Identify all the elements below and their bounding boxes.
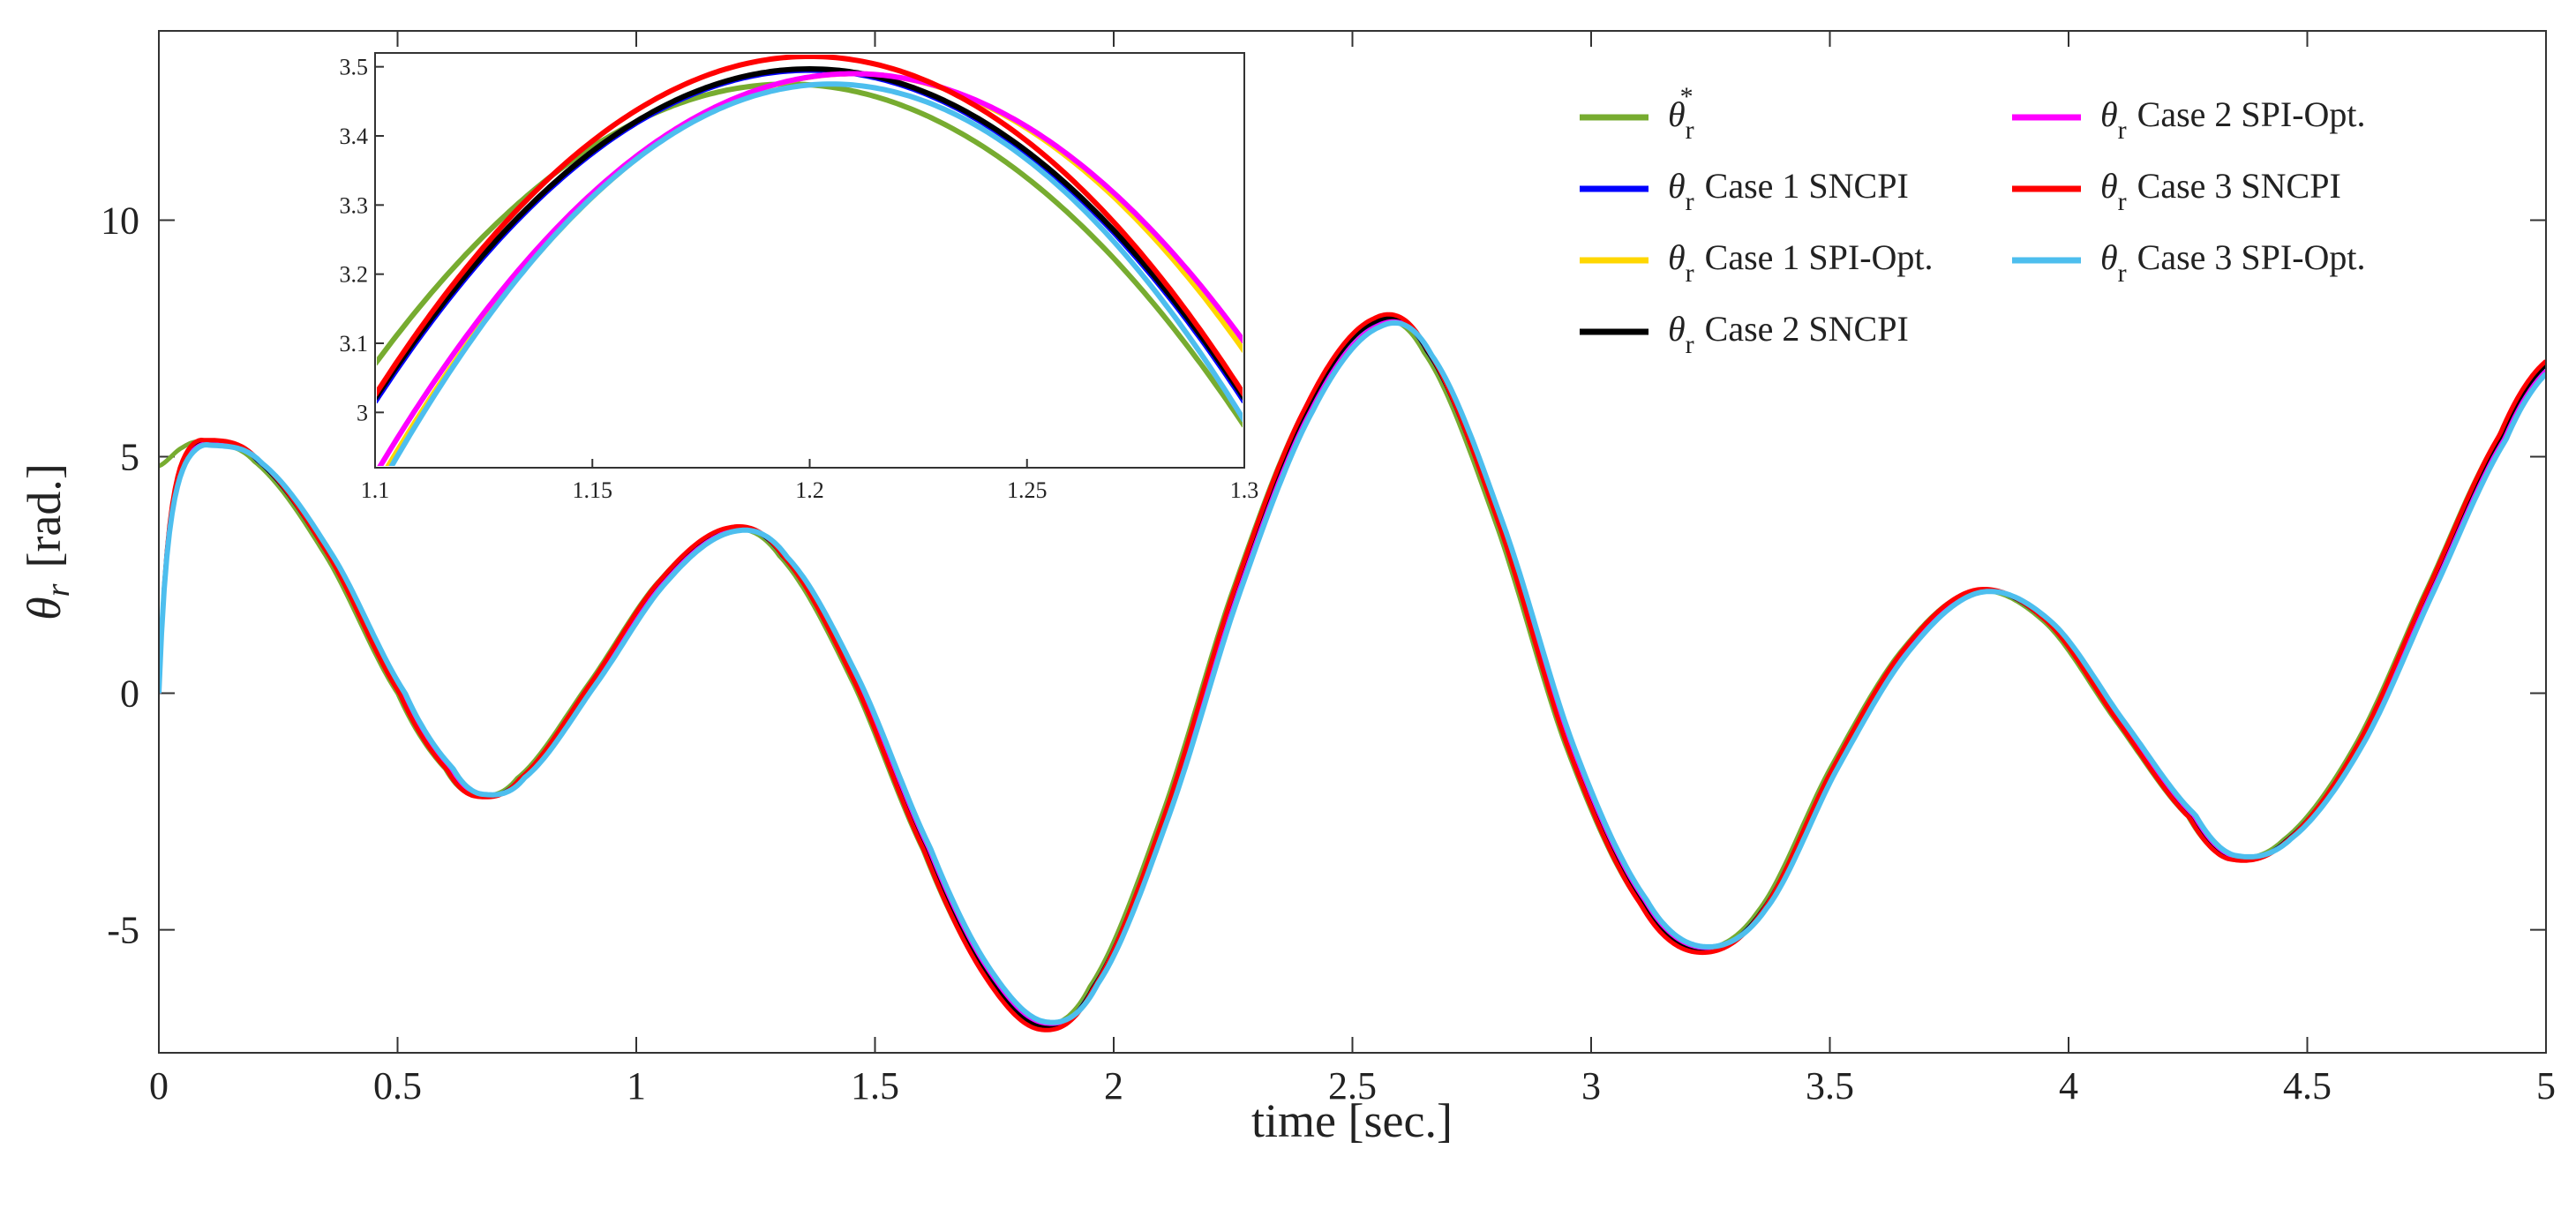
inset-series-line-case3_spi_opt bbox=[388, 81, 1243, 466]
legend-label: θr Case 3 SPI-Opt. bbox=[2100, 237, 2366, 288]
x-tick-label: 1 bbox=[627, 1064, 646, 1108]
legend-label: θr Case 3 SNCPI bbox=[2100, 166, 2341, 216]
inset-y-ticks: 3 3.1 3.2 3.3 3.4 3.5 bbox=[340, 55, 384, 425]
x-tick-label: 1.5 bbox=[851, 1064, 899, 1108]
y-axis-label: θr[rad.] bbox=[18, 463, 77, 620]
x-axis-label: time [sec.] bbox=[1251, 1094, 1453, 1147]
inset-x-tick-label: 1.3 bbox=[1230, 477, 1259, 503]
inset-x-ticks: 1.1 1.15 1.2 1.25 1.3 bbox=[361, 459, 1259, 503]
y-tick-label: 5 bbox=[120, 436, 139, 479]
inset-y-tick-label: 3 bbox=[357, 400, 368, 425]
y-tick-label: 10 bbox=[101, 199, 139, 242]
main-series-line-case3_sncpi bbox=[160, 312, 2545, 1033]
x-tick-label: 3.5 bbox=[1806, 1064, 1854, 1108]
inset-y-tick-label: 3.1 bbox=[340, 331, 369, 357]
inset-x-tick-label: 1.15 bbox=[573, 477, 613, 503]
legend-label: θr Case 1 SNCPI bbox=[1668, 166, 1909, 216]
inset-y-tick-label: 3.2 bbox=[340, 262, 369, 288]
inset-x-tick-label: 1.2 bbox=[795, 477, 824, 503]
legend-label: θr Case 2 SPI-Opt. bbox=[2100, 94, 2366, 145]
inset-y-tick-label: 3.3 bbox=[340, 192, 369, 218]
svg-text:θr[rad.]: θr[rad.] bbox=[18, 463, 77, 620]
legend-label: θr Case 1 SPI-Opt. bbox=[1668, 237, 1934, 288]
x-tick-label: 4 bbox=[2059, 1064, 2078, 1108]
inset-series-line-case2_spi_opt bbox=[377, 71, 1243, 466]
legend-item-case2_spi_opt: θr Case 2 SPI-Opt. bbox=[2012, 94, 2366, 145]
legend: θr* θr Case 1 SNCPI θr Case 1 SPI-Opt. θr Case… bbox=[1580, 82, 2366, 359]
main-series-line-case3_spi_opt bbox=[160, 319, 2545, 1025]
legend-label: θr* bbox=[1668, 82, 1694, 145]
inset-y-tick-label: 3.5 bbox=[340, 55, 369, 80]
main-y-ticks: -5 0 5 10 bbox=[101, 199, 2546, 952]
legend-item-case1_spi_opt: θr Case 1 SPI-Opt. bbox=[1580, 237, 1934, 288]
inset-series-group bbox=[377, 55, 1243, 466]
inset-plot: 1.1 1.15 1.2 1.25 1.3 3 3.1 3.2 3.3 3.4 3.5 bbox=[340, 52, 1259, 503]
inset-series-line-case2_sncpi bbox=[377, 66, 1243, 401]
x-tick-label: 4.5 bbox=[2283, 1064, 2332, 1108]
legend-item-case3_spi_opt: θr Case 3 SPI-Opt. bbox=[2012, 237, 2366, 288]
y-tick-label: -5 bbox=[107, 909, 139, 952]
x-tick-label: 0.5 bbox=[373, 1064, 422, 1108]
legend-item-case1_sncpi: θr Case 1 SNCPI bbox=[1580, 166, 1909, 216]
x-tick-label: 2.5 bbox=[1328, 1064, 1377, 1108]
legend-label: θr Case 2 SNCPI bbox=[1668, 309, 1909, 359]
x-tick-label: 0 bbox=[149, 1064, 169, 1108]
main-series-group bbox=[160, 312, 2545, 1033]
inset-y-tick-label: 3.4 bbox=[340, 124, 369, 149]
inset-series-line-case3_sncpi bbox=[377, 55, 1243, 397]
legend-item-case3_sncpi: θr Case 3 SNCPI bbox=[2012, 166, 2341, 216]
x-tick-label: 2 bbox=[1104, 1064, 1123, 1108]
legend-item-reference: θr* bbox=[1580, 82, 1694, 145]
x-tick-label: 5 bbox=[2536, 1064, 2556, 1108]
main-x-ticks: 0 0.5 1 1.5 2 2.5 3 3.5 4 4.5 5 bbox=[149, 31, 2556, 1108]
x-tick-label: 3 bbox=[1581, 1064, 1601, 1108]
legend-item-case2_sncpi: θr Case 2 SNCPI bbox=[1580, 309, 1909, 359]
y-tick-label: 0 bbox=[120, 672, 139, 716]
inset-x-tick-label: 1.1 bbox=[361, 477, 390, 503]
inset-x-tick-label: 1.25 bbox=[1007, 477, 1048, 503]
